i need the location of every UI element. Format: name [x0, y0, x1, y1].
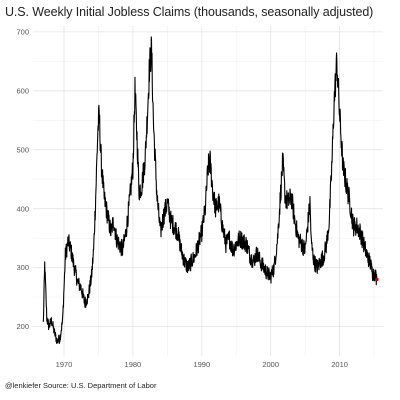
y-axis-ticks: 200 300 400 500 600 700 [16, 27, 29, 331]
y-tick-label: 700 [16, 27, 29, 36]
y-tick-label: 200 [16, 322, 29, 331]
y-tick-label: 300 [16, 263, 29, 272]
x-tick-label: 2000 [262, 360, 279, 369]
x-tick-label: 2010 [331, 360, 348, 369]
y-tick-label: 400 [16, 204, 29, 213]
y-tick-label: 600 [16, 86, 29, 95]
source-caption: @lenkiefer Source: U.S. Department of La… [5, 381, 157, 390]
chart-grid [33, 26, 383, 356]
series-line-jobless-claims [42, 36, 378, 344]
x-tick-label: 1980 [125, 360, 142, 369]
chart-title: U.S. Weekly Initial Jobless Claims (thou… [5, 5, 374, 19]
y-tick-label: 500 [16, 145, 29, 154]
x-tick-label: 1970 [56, 360, 73, 369]
x-tick-label: 1990 [193, 360, 210, 369]
latest-value-marker [374, 277, 379, 282]
x-axis-ticks: 1970 1980 1990 2000 2010 [56, 360, 348, 369]
